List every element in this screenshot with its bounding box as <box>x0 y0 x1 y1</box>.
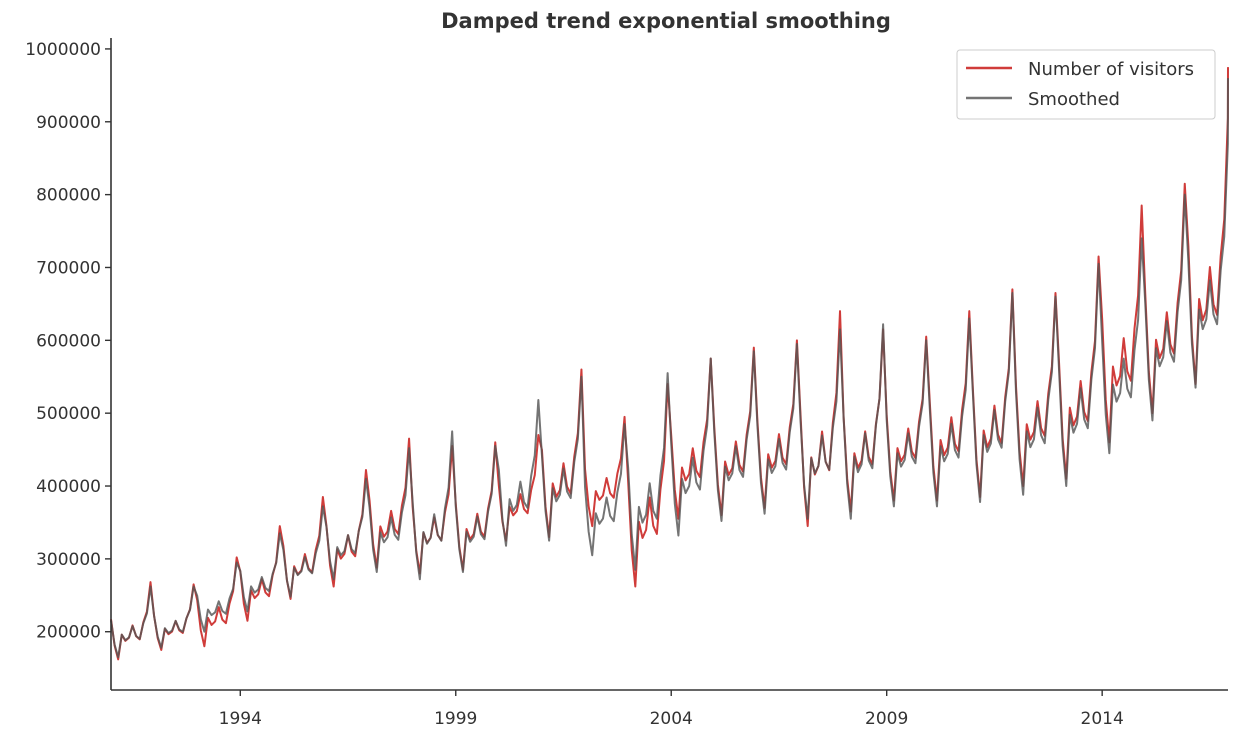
y-axis-ticks: 200000 300000 400000 500000 600000 700000 8000… <box>25 40 111 643</box>
y-tick-label: 500000 <box>36 404 101 424</box>
y-tick-label: 600000 <box>36 331 101 351</box>
y-tick-label: 800000 <box>36 186 101 206</box>
x-tick-label: 1999 <box>434 709 477 729</box>
chart-title: Damped trend exponential smoothing <box>441 9 891 33</box>
y-tick-label: 400000 <box>36 477 101 497</box>
legend-label-smoothed: Smoothed <box>1028 89 1120 110</box>
y-tick-label: 900000 <box>36 113 101 133</box>
series-line-smoothed <box>110 78 1229 659</box>
x-tick-label: 2014 <box>1081 709 1124 729</box>
y-tick-label: 200000 <box>36 623 101 643</box>
legend-box <box>956 49 1216 120</box>
x-tick-label: 1994 <box>219 709 262 729</box>
y-tick-label: 300000 <box>36 550 101 570</box>
series-line-visitors <box>110 67 1229 661</box>
y-tick-label: 1000000 <box>25 40 101 60</box>
plot-lines <box>110 67 1229 661</box>
x-tick-label: 2004 <box>650 709 693 729</box>
x-tick-label: 2009 <box>865 709 908 729</box>
legend: Number of visitors Smoothed <box>956 49 1216 120</box>
y-tick-label: 700000 <box>36 258 101 278</box>
x-axis-ticks: 1994 1999 2004 2009 2014 <box>219 690 1124 729</box>
legend-label-visitors: Number of visitors <box>1028 59 1194 80</box>
